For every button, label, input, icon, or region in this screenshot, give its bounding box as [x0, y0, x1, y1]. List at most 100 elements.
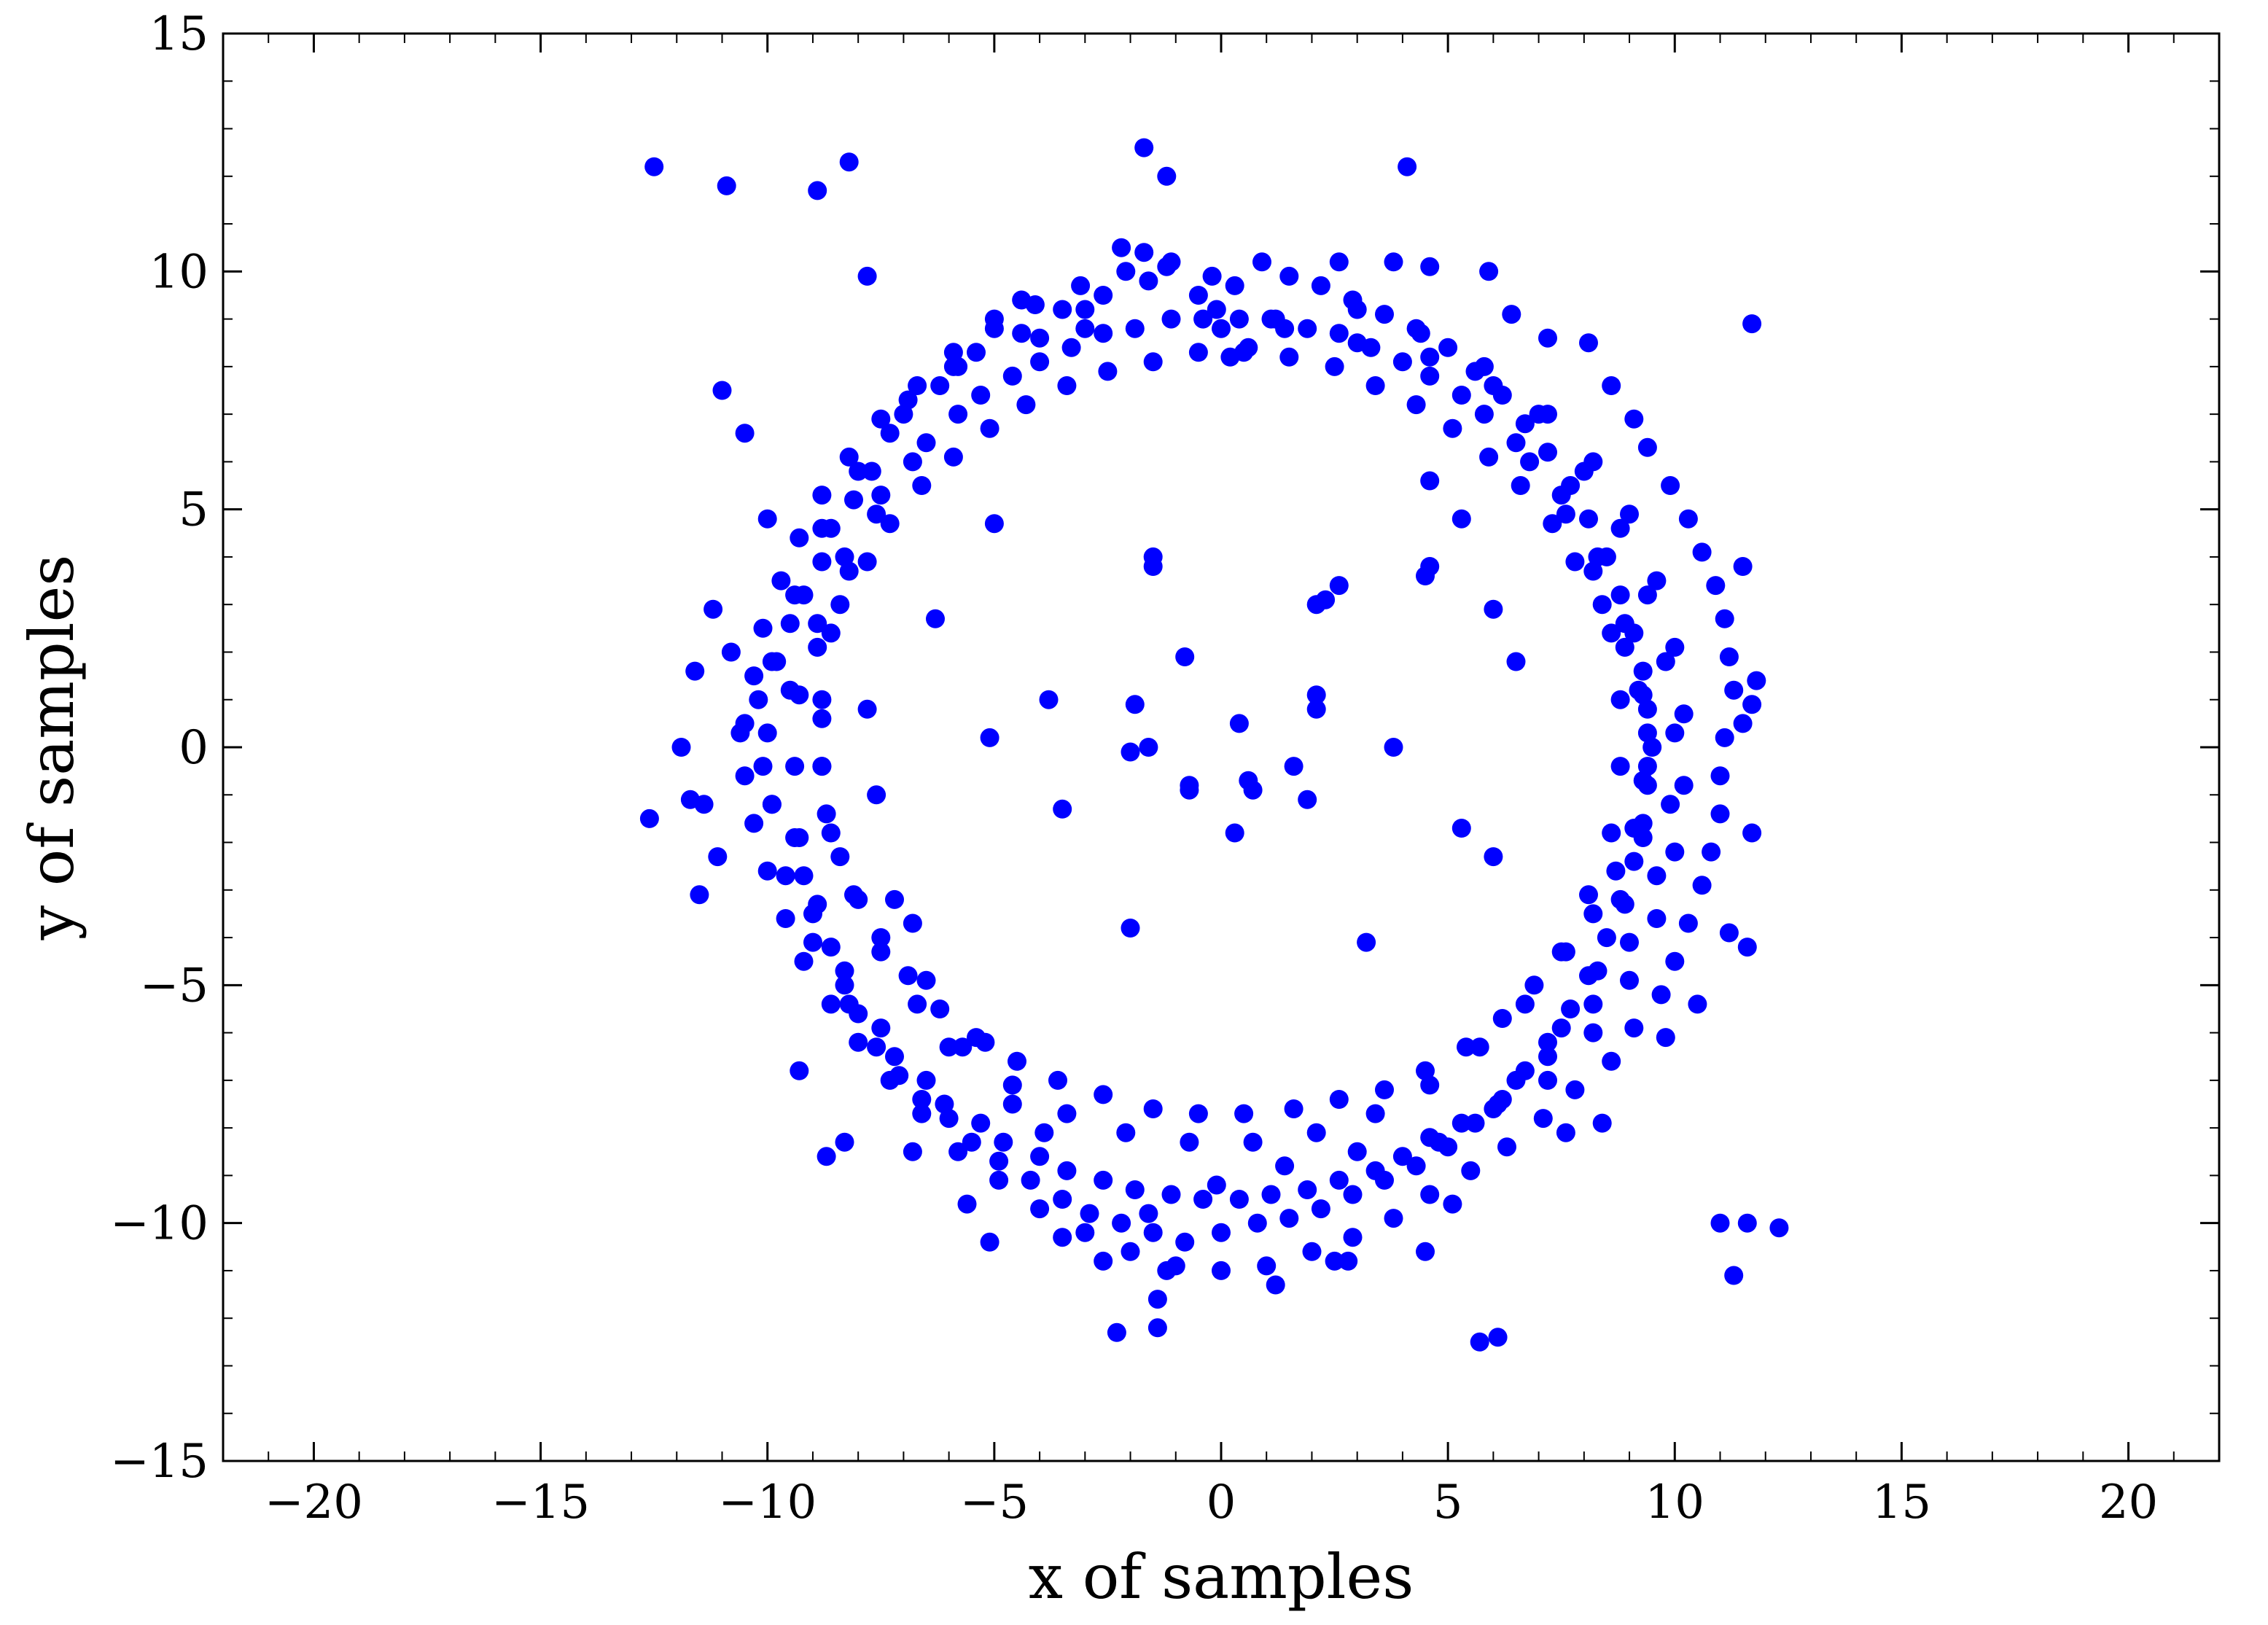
data-point [930, 999, 950, 1018]
data-point [898, 966, 918, 986]
data-point [790, 528, 809, 547]
data-point [1602, 376, 1621, 395]
data-point [1615, 637, 1634, 657]
data-point [1583, 904, 1603, 924]
data-point [1610, 690, 1630, 709]
data-point [1121, 1242, 1140, 1261]
data-point [1651, 985, 1671, 1005]
data-point [1008, 1051, 1026, 1071]
data-point [1674, 776, 1694, 795]
data-point [1411, 324, 1430, 343]
data-point [871, 928, 891, 948]
data-point [753, 618, 773, 638]
data-point [1715, 609, 1734, 628]
data-point [1420, 1185, 1440, 1204]
data-point [989, 1170, 1009, 1190]
data-point [1451, 509, 1471, 529]
data-point [1624, 409, 1644, 429]
data-point [753, 757, 773, 776]
x-tick-label: 0 [1207, 1476, 1236, 1529]
data-point [1279, 266, 1299, 286]
data-point [757, 723, 777, 743]
data-point [984, 319, 1004, 338]
data-point [1243, 1132, 1263, 1152]
data-point [1556, 1123, 1575, 1142]
data-point [812, 690, 832, 709]
data-point [1188, 286, 1208, 305]
x-axis-ticks: −20 −15 −10 −5 0 5 10 15 20 [222, 34, 2220, 1529]
x-tick-label: 5 [1433, 1476, 1463, 1529]
data-point [1556, 504, 1575, 524]
data-point [735, 766, 755, 786]
data-point [1116, 1123, 1136, 1142]
data-point [1420, 471, 1440, 491]
data-point [1112, 1213, 1131, 1233]
data-point [808, 895, 827, 914]
data-point [1597, 928, 1616, 948]
data-point [1610, 757, 1630, 776]
data-point [1025, 295, 1045, 314]
data-point [1710, 804, 1730, 824]
data-point [1538, 443, 1557, 462]
data-point [857, 552, 877, 572]
data-point [1116, 262, 1136, 281]
data-point [1384, 1209, 1403, 1228]
data-point [839, 152, 859, 172]
data-point [1710, 1213, 1730, 1233]
data-point [1125, 319, 1145, 338]
x-tick-label: −20 [265, 1476, 363, 1529]
data-point [1724, 680, 1744, 700]
data-point [1329, 324, 1349, 343]
y-axis-ticks: −15 −10 −5 0 5 10 15 [110, 7, 2219, 1489]
x-tick-label: −10 [718, 1476, 817, 1529]
data-point [744, 666, 764, 686]
data-point [1347, 1142, 1367, 1161]
data-point [1438, 338, 1458, 357]
data-point [1275, 1156, 1295, 1176]
data-point [812, 486, 832, 505]
data-point [1665, 842, 1685, 862]
data-point [1769, 1218, 1789, 1238]
data-point [785, 757, 805, 776]
data-point [1688, 994, 1707, 1014]
data-point [1637, 699, 1657, 719]
data-point [835, 961, 854, 981]
data-point [1420, 347, 1440, 367]
data-point [967, 343, 986, 362]
data-point [1002, 1075, 1022, 1095]
data-point [1538, 1070, 1557, 1090]
data-point [1375, 305, 1394, 324]
data-point [926, 609, 945, 628]
data-point [1316, 590, 1336, 609]
data-point [912, 1090, 932, 1109]
data-point [1733, 557, 1753, 576]
data-point [1075, 319, 1095, 338]
data-point [1306, 685, 1326, 705]
data-point [1161, 309, 1181, 329]
data-point [835, 1132, 854, 1152]
data-point [903, 1142, 922, 1161]
data-point [948, 356, 968, 376]
data-point [1592, 1113, 1612, 1133]
data-point [1588, 547, 1608, 566]
data-point [1329, 252, 1349, 272]
data-point [1742, 695, 1762, 714]
data-point [808, 181, 827, 200]
data-point [776, 866, 795, 886]
data-point [1365, 376, 1385, 395]
data-point [1737, 938, 1757, 957]
data-point [871, 486, 891, 505]
data-point [680, 790, 700, 809]
data-point [812, 757, 832, 776]
data-point [1343, 1228, 1363, 1247]
data-point [948, 405, 968, 424]
data-point [1212, 1223, 1231, 1242]
data-point [1465, 1113, 1485, 1133]
data-point [1188, 343, 1208, 362]
data-point [1252, 252, 1271, 272]
data-point [1139, 271, 1158, 291]
data-point [916, 433, 936, 453]
data-point [1302, 1242, 1322, 1261]
data-point [1620, 504, 1639, 524]
